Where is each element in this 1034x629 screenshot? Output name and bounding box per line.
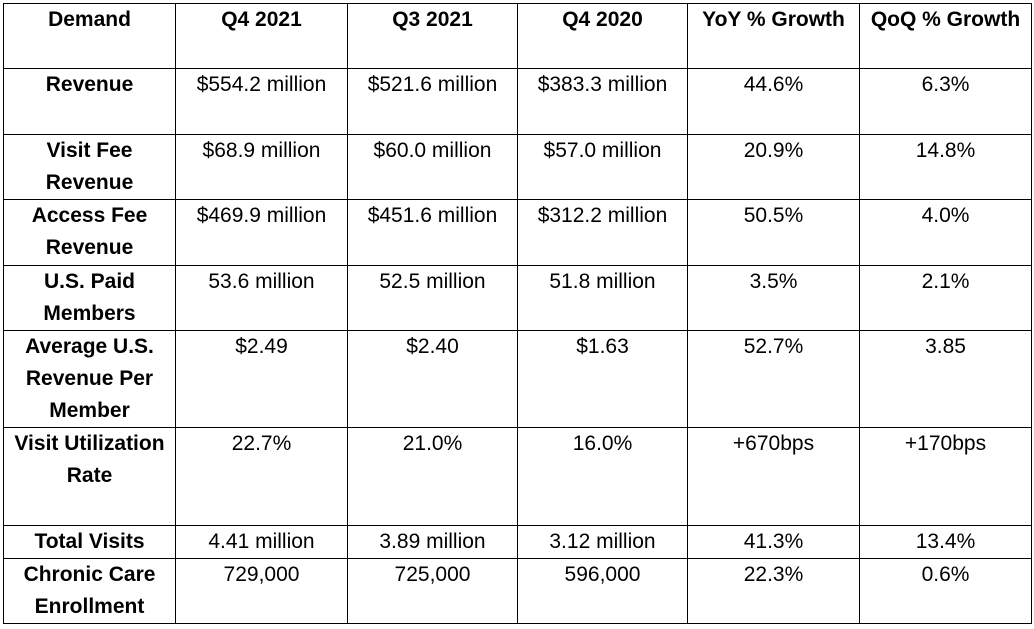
cell-q4-2021: 53.6 million <box>175 265 348 331</box>
header-row: Demand Q4 2021 Q3 2021 Q4 2020 YoY % Gro… <box>3 3 1032 69</box>
table-row: Average U.S. Revenue Per Member $2.49 $2… <box>3 330 1032 428</box>
row-label-average-us-revenue-per-member: Average U.S. Revenue Per Member <box>3 330 176 428</box>
header-yoy-growth: YoY % Growth <box>687 3 860 69</box>
cell-qoq: 13.4% <box>859 525 1032 559</box>
row-label-chronic-care-enrollment: Chronic Care Enrollment <box>3 558 176 624</box>
cell-q4-2020: 3.12 million <box>517 525 688 559</box>
cell-q4-2020: $1.63 <box>517 330 688 428</box>
cell-q4-2020: $312.2 million <box>517 199 688 266</box>
cell-q4-2020: 596,000 <box>517 558 688 624</box>
cell-q4-2021: $554.2 million <box>175 68 348 135</box>
cell-q3-2021: $2.40 <box>347 330 518 428</box>
cell-q3-2021: 52.5 million <box>347 265 518 331</box>
table-row: Revenue $554.2 million $521.6 million $3… <box>3 68 1032 135</box>
cell-qoq: +170bps <box>859 427 1032 526</box>
table-body: Revenue $554.2 million $521.6 million $3… <box>3 68 1032 624</box>
table-header: Demand Q4 2021 Q3 2021 Q4 2020 YoY % Gro… <box>3 3 1032 69</box>
cell-q4-2021: $68.9 million <box>175 134 348 200</box>
cell-q3-2021: $451.6 million <box>347 199 518 266</box>
cell-q3-2021: $521.6 million <box>347 68 518 135</box>
cell-qoq: 6.3% <box>859 68 1032 135</box>
cell-yoy: 20.9% <box>687 134 860 200</box>
cell-q4-2020: $57.0 million <box>517 134 688 200</box>
cell-yoy: 44.6% <box>687 68 860 135</box>
cell-q3-2021: 3.89 million <box>347 525 518 559</box>
cell-yoy: 52.7% <box>687 330 860 428</box>
row-label-total-visits: Total Visits <box>3 525 176 559</box>
cell-q4-2020: 16.0% <box>517 427 688 526</box>
cell-q4-2021: 4.41 million <box>175 525 348 559</box>
cell-yoy: 22.3% <box>687 558 860 624</box>
cell-qoq: 0.6% <box>859 558 1032 624</box>
table-row: U.S. Paid Members 53.6 million 52.5 mill… <box>3 265 1032 331</box>
cell-q4-2020: 51.8 million <box>517 265 688 331</box>
header-q3-2021: Q3 2021 <box>347 3 518 69</box>
cell-q4-2021: $469.9 million <box>175 199 348 266</box>
header-q4-2020: Q4 2020 <box>517 3 688 69</box>
row-label-visit-utilization-rate: Visit Utilization Rate <box>3 427 176 526</box>
cell-yoy: 50.5% <box>687 199 860 266</box>
table-row: Access Fee Revenue $469.9 million $451.6… <box>3 199 1032 266</box>
cell-yoy: +670bps <box>687 427 860 526</box>
cell-q4-2021: 729,000 <box>175 558 348 624</box>
table-row: Visit Utilization Rate 22.7% 21.0% 16.0%… <box>3 427 1032 526</box>
cell-q4-2020: $383.3 million <box>517 68 688 135</box>
table-row: Visit Fee Revenue $68.9 million $60.0 mi… <box>3 134 1032 200</box>
header-q4-2021: Q4 2021 <box>175 3 348 69</box>
table-row: Chronic Care Enrollment 729,000 725,000 … <box>3 558 1032 624</box>
row-label-revenue: Revenue <box>3 68 176 135</box>
demand-metrics-table: Demand Q4 2021 Q3 2021 Q4 2020 YoY % Gro… <box>3 3 1032 624</box>
header-demand: Demand <box>3 3 176 69</box>
cell-qoq: 3.85 <box>859 330 1032 428</box>
cell-qoq: 4.0% <box>859 199 1032 266</box>
row-label-visit-fee-revenue: Visit Fee Revenue <box>3 134 176 200</box>
cell-qoq: 14.8% <box>859 134 1032 200</box>
cell-q3-2021: 21.0% <box>347 427 518 526</box>
table-row: Total Visits 4.41 million 3.89 million 3… <box>3 525 1032 559</box>
cell-yoy: 41.3% <box>687 525 860 559</box>
row-label-us-paid-members: U.S. Paid Members <box>3 265 176 331</box>
cell-yoy: 3.5% <box>687 265 860 331</box>
header-qoq-growth: QoQ % Growth <box>859 3 1032 69</box>
cell-q3-2021: 725,000 <box>347 558 518 624</box>
cell-q4-2021: $2.49 <box>175 330 348 428</box>
cell-q3-2021: $60.0 million <box>347 134 518 200</box>
cell-qoq: 2.1% <box>859 265 1032 331</box>
cell-q4-2021: 22.7% <box>175 427 348 526</box>
row-label-access-fee-revenue: Access Fee Revenue <box>3 199 176 266</box>
